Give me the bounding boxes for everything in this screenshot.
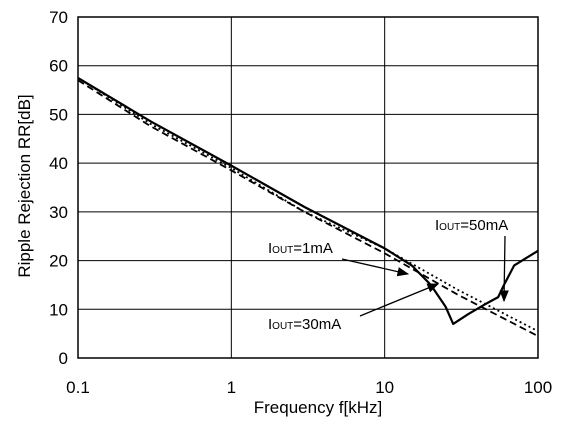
y-tick-label: 60: [49, 57, 68, 76]
x-tick-label: 100: [524, 378, 552, 397]
y-tick-label: 30: [49, 203, 68, 222]
x-tick-label: 1: [227, 378, 236, 397]
annotation-label: IOUT=50mA: [435, 217, 508, 234]
annotation-label: IOUT=30mA: [268, 316, 341, 333]
series-line-2: [77, 76, 539, 325]
y-tick-label: 70: [49, 8, 68, 27]
annotation-arrow: [499, 235, 509, 303]
grid-layer: [77, 16, 539, 359]
series-layer: [77, 76, 539, 337]
y-tick-label: 0: [59, 349, 68, 368]
x-axis-label: Frequency f[kHz]: [254, 398, 383, 417]
y-tick-label: 40: [49, 154, 68, 173]
y-axis-label: Ripple Rejection RR[dB]: [15, 94, 34, 277]
annotation-arrow: [359, 283, 440, 317]
annotation-label: IOUT=1mA: [268, 240, 333, 257]
y-tick-label: 50: [49, 105, 68, 124]
annotation-layer: IOUT=50mA IOUT=1mA IOUT=30mA: [268, 217, 509, 333]
tick-labels: 0 10 20 30 40 50 60 70 0.1 1 10 100: [49, 8, 552, 397]
series-line-1: [77, 77, 539, 332]
y-tick-label: 10: [49, 300, 68, 319]
y-tick-label: 20: [49, 252, 68, 271]
plot-frame: [77, 16, 539, 359]
x-tick-label: 10: [375, 378, 394, 397]
annotation-arrow: [341, 258, 410, 277]
x-tick-label: 0.1: [66, 378, 90, 397]
